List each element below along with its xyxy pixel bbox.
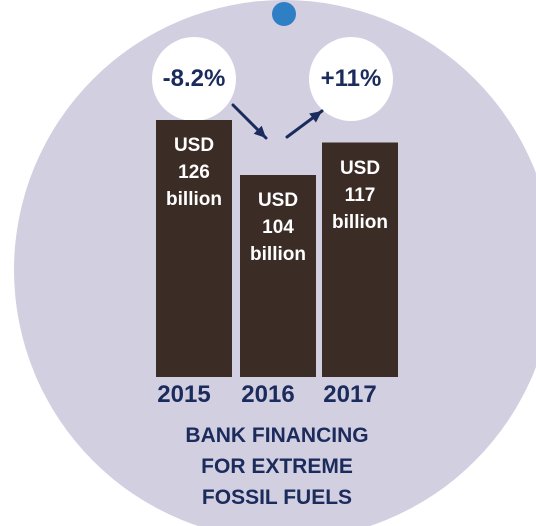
chart-title-line-2: FOR EXTREME (201, 455, 353, 478)
x-tick-label-2016: 2016 (241, 381, 295, 408)
decrease-arrow-icon (231, 103, 268, 140)
chart-title-line-3: FOSSIL FUELS (201, 486, 353, 509)
bar-label-unit: billion (166, 189, 222, 210)
x-tick-label-2015: 2015 (157, 381, 211, 408)
bar-label-value: 126 (178, 162, 210, 183)
bar-2015 (156, 120, 232, 377)
bar-label-unit: billion (250, 244, 306, 265)
increase-arrow-icon (285, 109, 324, 139)
chart-title-line-1: BANK FINANCING (185, 424, 369, 447)
bars-group (156, 120, 398, 377)
bar-label-2015: USD 126 billion (156, 132, 232, 213)
bar-label-currency: USD (173, 135, 215, 156)
change-label-2015-2016: -8.2% (162, 65, 226, 92)
top-dot-icon (272, 2, 296, 26)
bar-label-value: 117 (344, 184, 376, 206)
bar-label-currency: USD (339, 157, 381, 179)
change-bubble-2015-2016 (152, 37, 236, 121)
bar-label-value: 104 (262, 217, 294, 238)
change-bubble-2016-2017 (309, 37, 393, 121)
change-label-2016-2017: +11% (320, 65, 382, 92)
bar-label-unit: billion (332, 211, 388, 233)
bar-2017 (322, 142, 398, 377)
bar-label-2017: USD 117 billion (322, 155, 398, 236)
bar-label-2016: USD 104 billion (240, 187, 316, 268)
arrows-group (231, 103, 324, 140)
chart-title: BANK FINANCING FOR EXTREME FOSSIL FUELS (118, 420, 436, 513)
bar-2016 (240, 175, 316, 377)
bar-label-currency: USD (257, 190, 299, 211)
x-tick-label-2017: 2017 (323, 381, 377, 408)
